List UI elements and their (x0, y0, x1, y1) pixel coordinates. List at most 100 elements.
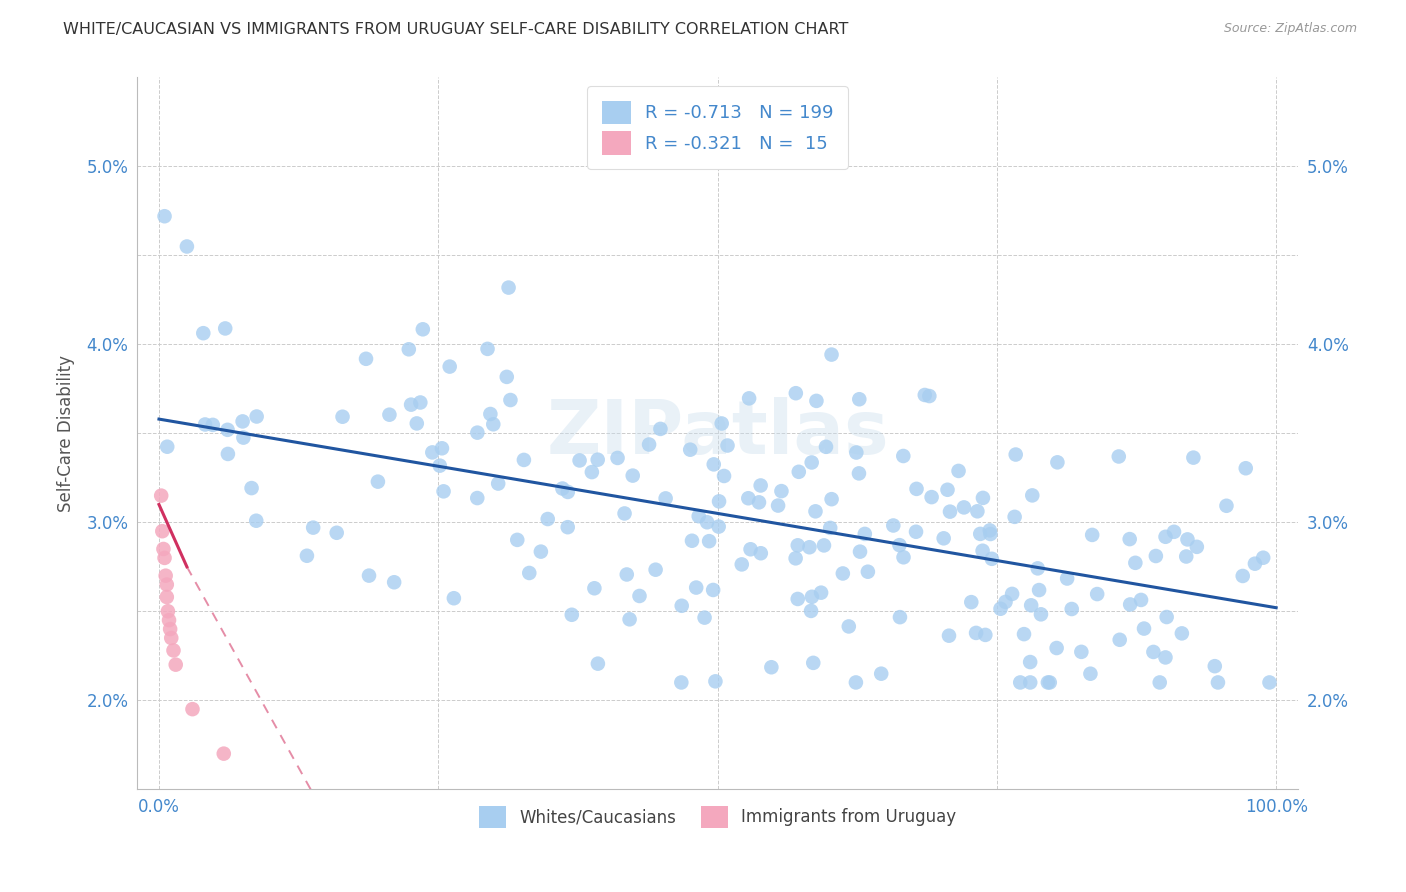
Point (972, 491, 994, 505)
Point (1125, 556, 1147, 570)
Point (429, 458, 451, 473)
Point (1154, 650, 1177, 665)
Point (737, 491, 759, 506)
Point (679, 442, 702, 457)
Point (1258, 675, 1281, 690)
Point (740, 542, 762, 557)
Point (693, 610, 716, 624)
Point (561, 607, 583, 622)
Point (749, 478, 772, 492)
Point (537, 512, 560, 526)
Text: Source: ZipAtlas.com: Source: ZipAtlas.com (1223, 22, 1357, 36)
Point (1080, 666, 1102, 681)
Point (1019, 655, 1042, 669)
Point (697, 534, 720, 549)
Point (1046, 640, 1069, 655)
Point (1154, 530, 1177, 544)
Point (889, 610, 911, 624)
Point (731, 558, 754, 572)
Point (980, 551, 1002, 566)
Point (1156, 610, 1178, 624)
Point (152, 541, 174, 556)
Text: WHITE/CAUCASIAN VS IMMIGRANTS FROM URUGUAY SELF-CARE DISABILITY CORRELATION CHAR: WHITE/CAUCASIAN VS IMMIGRANTS FROM URUGU… (63, 22, 849, 37)
Point (703, 458, 725, 472)
Point (853, 527, 876, 541)
Point (1056, 572, 1078, 586)
Point (1026, 561, 1049, 575)
Y-axis label: Self-Care Disability: Self-Care Disability (58, 355, 75, 512)
Point (439, 359, 461, 374)
Point (557, 485, 579, 500)
Point (506, 533, 529, 547)
Point (409, 395, 432, 409)
Point (713, 469, 735, 483)
Point (295, 549, 318, 563)
Point (382, 575, 405, 590)
Point (628, 589, 651, 603)
Point (1108, 450, 1130, 464)
Point (671, 599, 693, 613)
Point (979, 527, 1001, 541)
Point (979, 524, 1001, 538)
Point (499, 392, 522, 407)
Point (159, 622, 181, 636)
Point (1204, 659, 1226, 673)
Point (918, 389, 941, 403)
Point (800, 455, 823, 469)
Point (217, 423, 239, 437)
Point (232, 431, 254, 445)
Point (938, 629, 960, 643)
Point (156, 440, 179, 454)
Point (246, 409, 269, 424)
Point (150, 524, 173, 539)
Point (882, 518, 904, 533)
Point (232, 414, 254, 428)
Point (845, 675, 868, 690)
Point (1029, 607, 1052, 622)
Point (194, 417, 217, 432)
Point (495, 370, 517, 384)
Point (990, 601, 1012, 615)
Point (966, 504, 988, 518)
Point (1185, 540, 1208, 554)
Point (443, 591, 465, 606)
Point (785, 386, 807, 401)
Point (479, 407, 502, 421)
Point (948, 464, 970, 478)
Point (1232, 569, 1254, 583)
Point (707, 494, 730, 508)
Point (420, 445, 443, 459)
Point (325, 525, 347, 540)
Point (332, 409, 354, 424)
Point (749, 546, 772, 560)
Point (486, 476, 509, 491)
Point (405, 417, 427, 431)
Point (905, 524, 928, 539)
Point (671, 675, 693, 690)
Point (157, 613, 180, 627)
Point (685, 581, 707, 595)
Point (530, 544, 553, 558)
Point (619, 612, 641, 626)
Point (820, 348, 842, 362)
Point (1142, 645, 1164, 659)
Point (568, 453, 591, 467)
Point (870, 666, 893, 681)
Point (650, 422, 672, 436)
Point (1206, 675, 1229, 690)
Point (153, 550, 176, 565)
Point (193, 326, 215, 341)
Point (1019, 599, 1042, 613)
Point (378, 408, 401, 422)
Point (1001, 587, 1024, 601)
Point (581, 465, 603, 479)
Point (430, 442, 453, 456)
Point (838, 619, 860, 633)
Point (810, 585, 832, 599)
Point (357, 568, 380, 582)
Point (606, 450, 628, 465)
Point (969, 527, 991, 541)
Point (162, 643, 184, 657)
Point (707, 519, 730, 533)
Point (891, 449, 914, 463)
